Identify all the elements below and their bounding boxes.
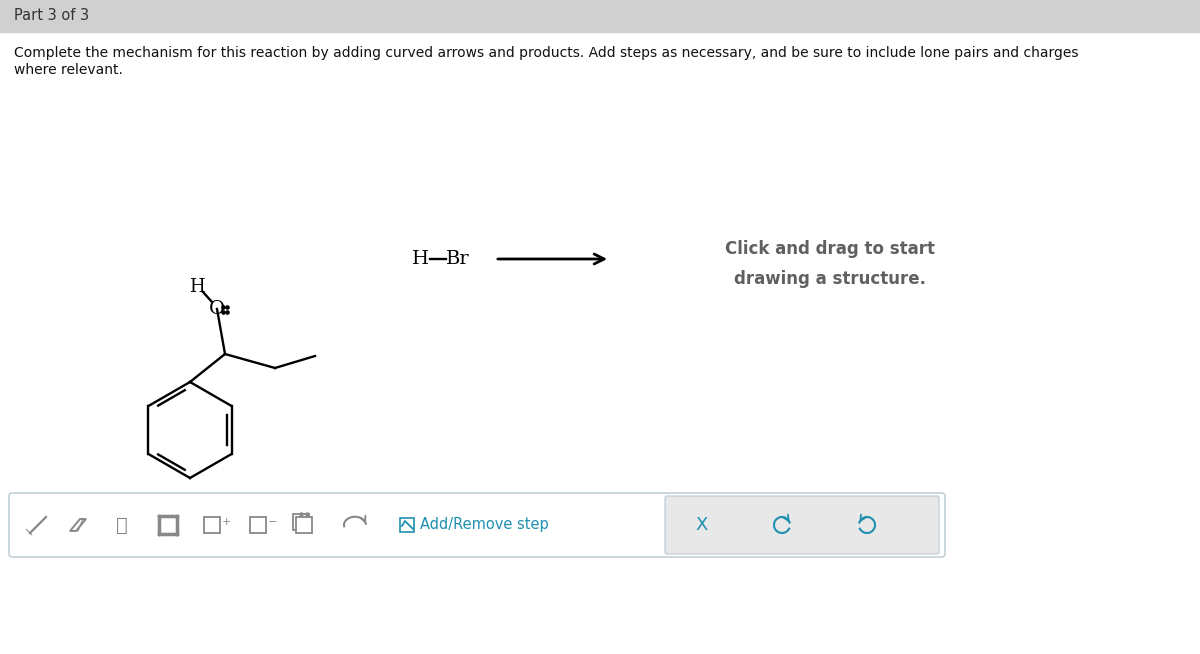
- Text: Add/Remove step: Add/Remove step: [420, 517, 548, 532]
- Text: Click and drag to start
drawing a structure.: Click and drag to start drawing a struct…: [725, 241, 935, 288]
- Text: Part 3 of 3: Part 3 of 3: [14, 9, 89, 24]
- FancyBboxPatch shape: [10, 493, 946, 557]
- Text: +: +: [222, 517, 232, 527]
- Text: O: O: [209, 300, 226, 318]
- Text: ✋: ✋: [116, 515, 128, 534]
- Text: H: H: [190, 278, 205, 296]
- Text: X: X: [696, 516, 708, 534]
- Text: Br: Br: [446, 250, 470, 268]
- Text: H: H: [412, 250, 428, 268]
- Polygon shape: [26, 529, 32, 535]
- FancyBboxPatch shape: [665, 496, 940, 554]
- Text: where relevant.: where relevant.: [14, 63, 122, 77]
- FancyBboxPatch shape: [0, 0, 1200, 32]
- Text: −: −: [268, 517, 277, 527]
- FancyBboxPatch shape: [296, 517, 312, 533]
- FancyBboxPatch shape: [293, 514, 310, 530]
- Text: Complete the mechanism for this reaction by adding curved arrows and products. A: Complete the mechanism for this reaction…: [14, 46, 1079, 60]
